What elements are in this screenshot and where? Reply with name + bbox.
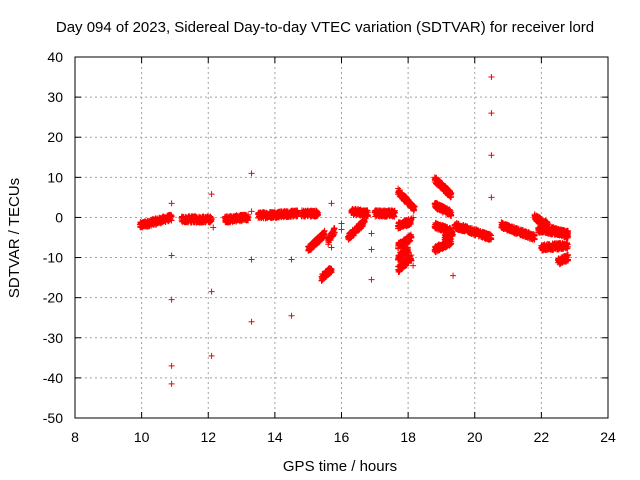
data-point xyxy=(448,240,455,247)
y-tick-label: -20 xyxy=(43,290,63,306)
outlier-point xyxy=(168,200,175,207)
outlier-point xyxy=(338,220,345,227)
data-point xyxy=(411,204,418,211)
x-tick-label: 22 xyxy=(534,429,550,445)
x-tick-label: 10 xyxy=(134,429,150,445)
outlier-point xyxy=(248,170,255,177)
outlier-point xyxy=(328,200,335,207)
y-tick-label: 20 xyxy=(47,129,63,145)
data-point xyxy=(245,213,252,220)
outlier-point xyxy=(210,224,217,231)
outlier-point xyxy=(288,312,295,319)
x-tick-label: 24 xyxy=(600,429,616,445)
data-point xyxy=(321,231,328,238)
data-point xyxy=(361,218,368,225)
outlier-point xyxy=(208,191,215,198)
outlier-point xyxy=(248,208,255,215)
x-tick-label: 16 xyxy=(334,429,350,445)
data-point xyxy=(328,269,335,276)
data-point xyxy=(408,257,415,264)
y-tick-label: -30 xyxy=(43,330,63,346)
data-points xyxy=(136,74,572,387)
data-point xyxy=(314,209,321,216)
y-tick-label: 40 xyxy=(47,49,63,65)
y-axis-label: SDTVAR / TECUs xyxy=(6,178,23,298)
outlier-point xyxy=(488,152,495,159)
data-point xyxy=(364,212,371,219)
y-tick-label: -50 xyxy=(43,410,63,426)
data-point xyxy=(391,209,398,216)
data-point xyxy=(208,215,215,222)
outlier-point xyxy=(168,296,175,303)
data-point xyxy=(449,231,456,238)
outlier-point xyxy=(168,380,175,387)
outlier-point xyxy=(248,318,255,325)
data-point xyxy=(168,213,175,220)
y-tick-label: 30 xyxy=(47,89,63,105)
outlier-point xyxy=(450,272,457,279)
data-point xyxy=(408,234,415,241)
x-tick-label: 14 xyxy=(267,429,283,445)
y-tick-label: -40 xyxy=(43,370,63,386)
outlier-point xyxy=(328,244,335,251)
axis-ticks: 8 10 12 14 16 18 20 22 24 -50 -40 -30 -20 -10 0 10 20 30 4… xyxy=(43,49,616,445)
outlier-point xyxy=(168,362,175,369)
outlier-point xyxy=(248,256,255,263)
outlier-point xyxy=(368,246,375,253)
x-tick-label: 8 xyxy=(71,429,79,445)
x-axis-label: GPS time / hours xyxy=(283,458,397,475)
outlier-point xyxy=(168,252,175,259)
outlier-point xyxy=(488,194,495,201)
x-tick-label: 18 xyxy=(400,429,416,445)
data-point xyxy=(448,190,455,197)
x-tick-label: 12 xyxy=(200,429,216,445)
outlier-point xyxy=(368,276,375,283)
outlier-point xyxy=(488,74,495,81)
outlier-point xyxy=(368,230,375,237)
data-point xyxy=(331,229,338,236)
outlier-point xyxy=(288,256,295,263)
chart-title: Day 094 of 2023, Sidereal Day-to-day VTE… xyxy=(56,19,594,36)
x-tick-label: 20 xyxy=(467,429,483,445)
data-point xyxy=(405,247,412,254)
y-tick-label: 10 xyxy=(47,169,63,185)
outlier-point xyxy=(338,226,345,233)
outlier-point xyxy=(488,110,495,117)
data-point xyxy=(408,252,415,259)
outlier-point xyxy=(208,352,215,359)
y-tick-label: -10 xyxy=(43,250,63,266)
y-tick-label: 0 xyxy=(55,209,63,225)
data-point xyxy=(448,211,455,218)
outlier-point xyxy=(208,288,215,295)
